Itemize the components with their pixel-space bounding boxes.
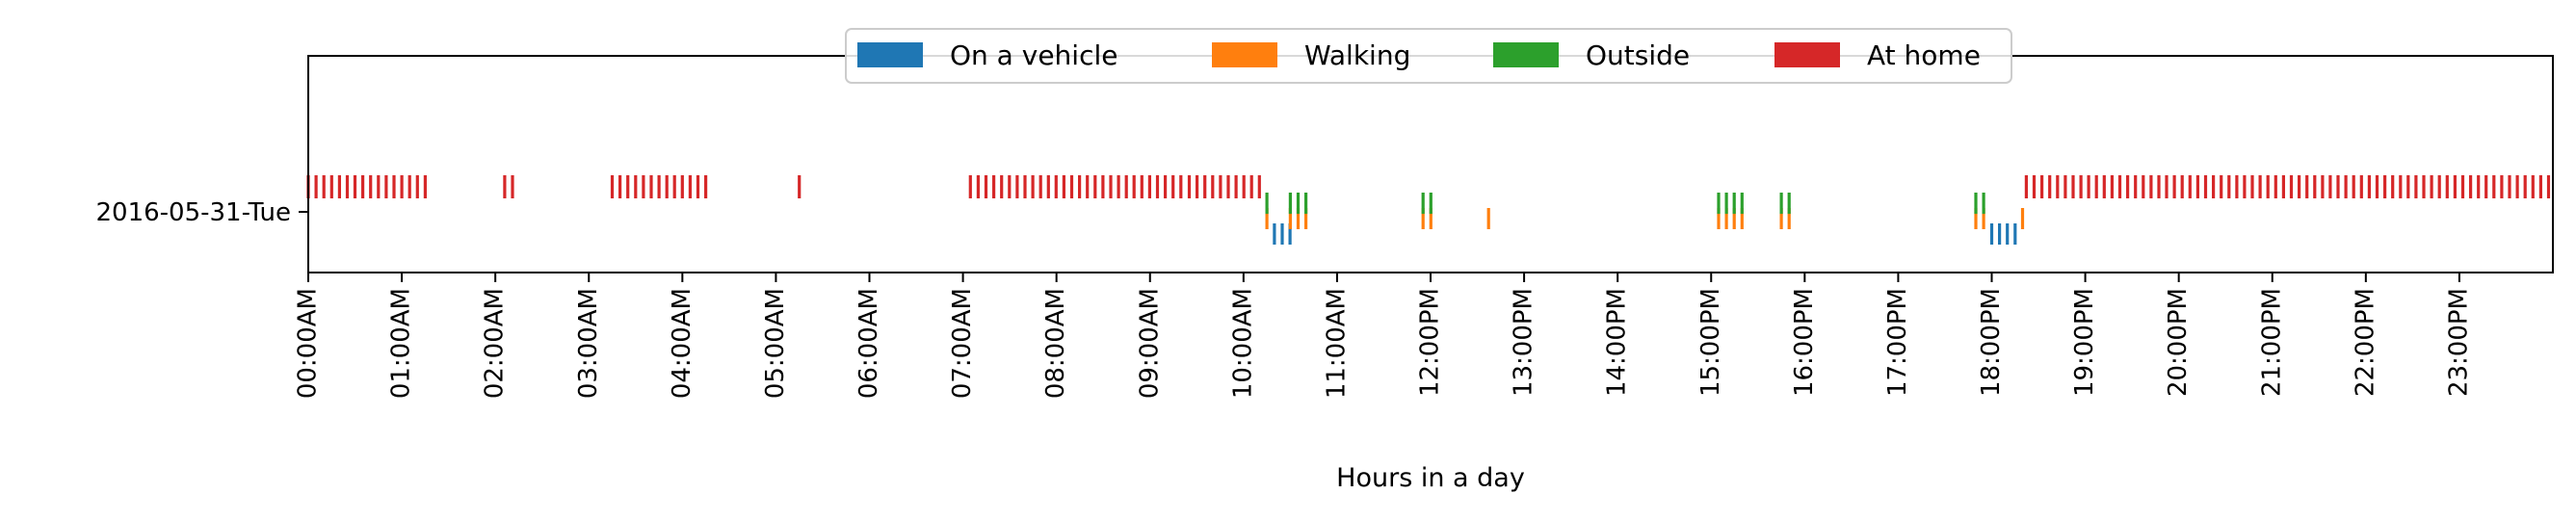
x-tick-label: 17:00PM: [1883, 288, 1912, 397]
x-tick-label: 07:00AM: [948, 288, 977, 399]
x-tick-label: 03:00AM: [574, 288, 603, 399]
legend-swatch: [857, 42, 923, 67]
legend-swatch: [1774, 42, 1840, 67]
x-tick-label: 18:00PM: [1977, 288, 2006, 397]
legend-items: On a vehicle Walking Outside At home: [857, 39, 1981, 71]
legend-swatch: [1212, 42, 1277, 67]
row-label: 2016-05-31-Tue: [95, 198, 291, 227]
x-tick-label: 01:00AM: [387, 288, 416, 399]
legend-label: Walking: [1304, 39, 1410, 71]
x-tick-label: 23:00PM: [2444, 288, 2473, 397]
legend: On a vehicle Walking Outside At home: [845, 28, 2012, 84]
x-tick-label: 21:00PM: [2257, 288, 2286, 397]
x-tick-label: 14:00PM: [1603, 288, 1632, 397]
x-tick-label: 15:00PM: [1696, 288, 1725, 397]
series-at-home: [306, 175, 2551, 198]
x-tick-label: 04:00AM: [668, 288, 697, 399]
x-axis: 00:00AM 01:00AM 02:00AM 03:00AM 04:00AM 05:00…: [294, 211, 2473, 399]
x-tick-label: 02:00AM: [481, 288, 510, 399]
legend-frame: [845, 28, 2012, 84]
x-tick-label: 05:00AM: [761, 288, 790, 399]
x-tick-label: 16:00PM: [1790, 288, 1819, 397]
series-outside: [1265, 193, 1985, 214]
x-tick-label: 00:00AM: [294, 288, 323, 399]
plot-frame: [307, 55, 2554, 273]
plot-layer: [306, 175, 2551, 245]
x-axis-label: Hours in a day: [1336, 463, 1525, 493]
series-walking: [1265, 208, 2025, 229]
legend-label: On a vehicle: [950, 39, 1117, 71]
legend-label: At home: [1867, 39, 1981, 71]
legend-swatch: [1493, 42, 1559, 67]
x-tick-label: 10:00AM: [1228, 288, 1257, 399]
series-on-a-vehicle: [1273, 223, 2017, 245]
x-tick-label: 13:00PM: [1510, 288, 1538, 397]
x-tick-label: 12:00PM: [1416, 288, 1445, 397]
x-tick-label: 19:00PM: [2070, 288, 2099, 397]
x-tick-label: 11:00AM: [1322, 288, 1351, 399]
x-tick-label: 09:00AM: [1135, 288, 1164, 399]
legend-label: Outside: [1586, 39, 1690, 71]
x-tick-label: 08:00AM: [1041, 288, 1070, 399]
x-tick-label: 06:00AM: [854, 288, 883, 399]
x-tick-label: 22:00PM: [2351, 288, 2379, 397]
x-tick-label: 20:00PM: [2164, 288, 2193, 397]
